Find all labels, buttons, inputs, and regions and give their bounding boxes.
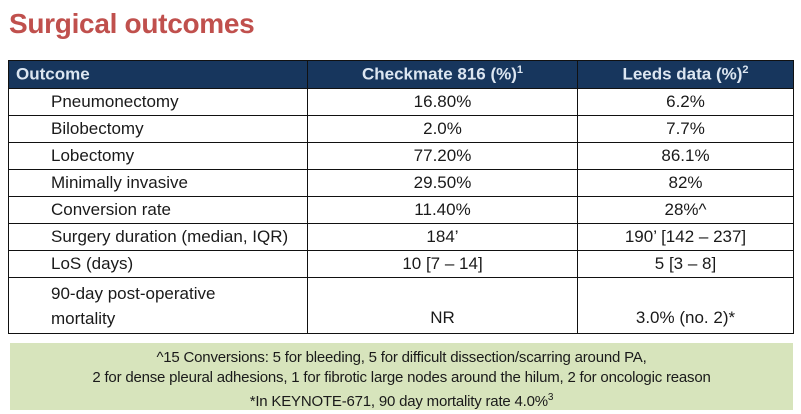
checkmate-cell: 29.50% — [307, 169, 578, 197]
table-row: Surgery duration (median, IQR) 184’ 190’… — [8, 223, 794, 251]
outcome-cell: 90-day post-operative mortality — [8, 277, 308, 334]
footnote-line-1: ^15 Conversions: 5 for bleeding, 5 for d… — [156, 349, 647, 366]
footnote-box: ^15 Conversions: 5 for bleeding, 5 for d… — [10, 343, 793, 410]
checkmate-cell: 10 [7 – 14] — [307, 250, 578, 278]
checkmate-cell: 16.80% — [307, 88, 578, 116]
leeds-cell: 82% — [577, 169, 794, 197]
table-row: Lobectomy 77.20% 86.1% — [8, 142, 794, 170]
outcome-cell: Bilobectomy — [8, 115, 308, 143]
leeds-cell: 6.2% — [577, 88, 794, 116]
header-checkmate: Checkmate 816 (%)1 — [307, 60, 578, 89]
footnote-line-3-text: *In KEYNOTE-671, 90 day mortality rate 4… — [249, 393, 548, 410]
table-header-row: Outcome Checkmate 816 (%)1 Leeds data (%… — [8, 60, 794, 89]
leeds-cell: 86.1% — [577, 142, 794, 170]
table-row: Pneumonectomy 16.80% 6.2% — [8, 88, 794, 116]
outcome-cell: Surgery duration (median, IQR) — [8, 223, 308, 251]
table-row: Conversion rate 11.40% 28%^ — [8, 196, 794, 224]
header-leeds: Leeds data (%)2 — [577, 60, 794, 89]
checkmate-cell: 2.0% — [307, 115, 578, 143]
leeds-cell: 190’ [142 – 237] — [577, 223, 794, 251]
header-leeds-sup: 2 — [742, 64, 749, 77]
header-outcome: Outcome — [8, 60, 308, 89]
table-row: LoS (days) 10 [7 – 14] 5 [3 – 8] — [8, 250, 794, 278]
outcome-cell: LoS (days) — [8, 250, 308, 278]
leeds-cell: 28%^ — [577, 196, 794, 224]
outcome-cell: Lobectomy — [8, 142, 308, 170]
header-leeds-label: Leeds data (%) — [622, 64, 743, 84]
outcome-cell: Minimally invasive — [8, 169, 308, 197]
checkmate-cell: 77.20% — [307, 142, 578, 170]
table-row: Minimally invasive 29.50% 82% — [8, 169, 794, 197]
leeds-cell: 5 [3 – 8] — [577, 250, 794, 278]
leeds-cell: 7.7% — [577, 115, 794, 143]
table-row: 90-day post-operative mortality NR 3.0% … — [8, 277, 794, 334]
checkmate-cell: 11.40% — [307, 196, 578, 224]
checkmate-cell: 184’ — [307, 223, 578, 251]
footnote-line-3-sup: 3 — [547, 392, 554, 403]
header-outcome-label: Outcome — [16, 64, 90, 84]
outcome-cell: Conversion rate — [8, 196, 308, 224]
checkmate-cell: NR — [307, 277, 578, 334]
leeds-cell: 3.0% (no. 2)* — [577, 277, 794, 334]
page-title: Surgical outcomes — [9, 8, 255, 39]
header-checkmate-sup: 1 — [516, 64, 524, 77]
table-row: Bilobectomy 2.0% 7.7% — [8, 115, 794, 143]
outcome-cell: Pneumonectomy — [8, 88, 308, 116]
header-checkmate-label: Checkmate 816 (%) — [361, 64, 517, 84]
surgical-outcomes-table: Outcome Checkmate 816 (%)1 Leeds data (%… — [8, 60, 794, 334]
footnote-line-2: 2 for dense pleural adhesions, 1 for fib… — [92, 369, 711, 386]
footnote-line-3: *In KEYNOTE-671, 90 day mortality rate 4… — [10, 388, 793, 412]
